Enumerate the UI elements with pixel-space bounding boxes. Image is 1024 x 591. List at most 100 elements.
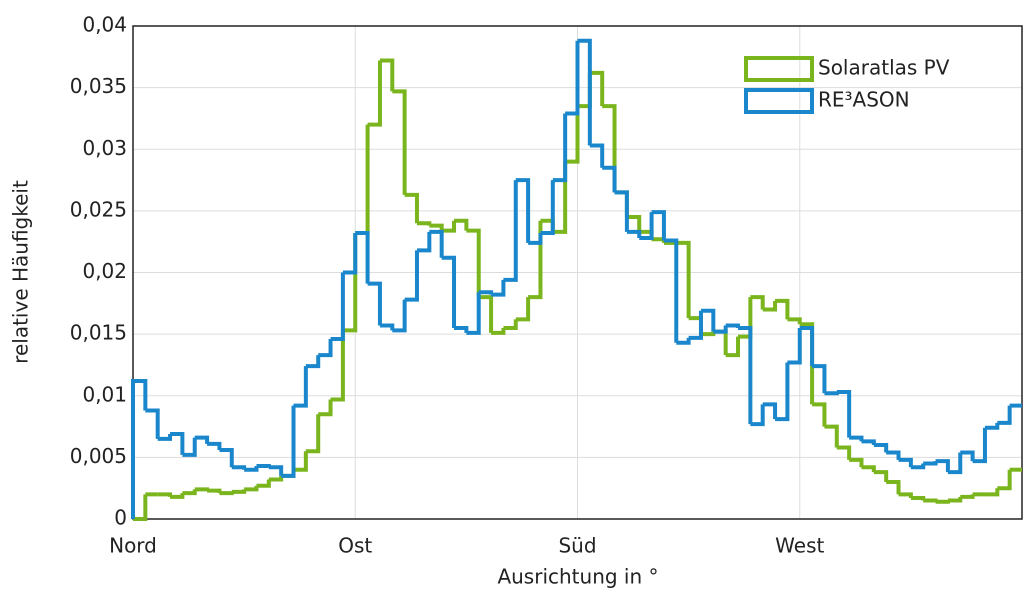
step-segment: [935, 459, 950, 473]
step-segment: [182, 489, 197, 496]
x-tick-label: Ost: [338, 534, 372, 558]
step-segment: [441, 255, 457, 328]
step-segment: [799, 325, 815, 367]
step-segment: [799, 322, 815, 405]
step-segment: [367, 60, 382, 127]
step-segment: [602, 104, 617, 193]
step-segment: [762, 300, 778, 312]
step-segment: [318, 339, 333, 358]
step-segment: [750, 404, 765, 427]
step-segment: [923, 498, 938, 503]
step-segment: [700, 331, 716, 337]
step-segment: [392, 299, 407, 333]
step-segment: [565, 40, 580, 116]
step-segment: [194, 487, 210, 492]
step-segment: [984, 488, 1000, 497]
y-axis-label: relative Häufigkeit: [9, 180, 33, 364]
step-segment: [330, 330, 345, 402]
step-segment: [157, 492, 173, 497]
step-segment: [873, 470, 889, 483]
y-tick-label: 0,025: [70, 197, 127, 221]
step-segment: [775, 298, 790, 320]
step-segment: [170, 431, 185, 455]
y-tick-label: 0,03: [82, 136, 127, 160]
step-segment: [379, 323, 395, 331]
step-segment: [947, 452, 963, 475]
step-segment: [231, 465, 247, 470]
step-segment: [861, 465, 876, 473]
x-tick-label: Nord: [109, 534, 157, 558]
step-segment: [725, 336, 741, 358]
step-segment: [478, 295, 494, 333]
step-segment: [540, 180, 555, 236]
step-segment: [626, 229, 642, 238]
step-segment: [713, 325, 728, 334]
step-segment: [219, 447, 234, 468]
step-segment: [787, 317, 802, 325]
step-segment: [972, 427, 987, 464]
step-segment: [466, 228, 481, 298]
step-segment: [133, 494, 148, 521]
step-segment: [404, 192, 419, 224]
step-segment: [305, 355, 321, 369]
step-segment: [145, 408, 160, 439]
step-segment: [392, 89, 407, 195]
step-segment: [663, 238, 679, 343]
step-segment: [355, 124, 370, 236]
step-segment: [515, 297, 531, 322]
step-segment: [824, 424, 839, 448]
step-segment: [515, 178, 531, 243]
step-segment: [812, 402, 827, 427]
y-tick-label: 0,005: [70, 444, 127, 468]
step-segment: [528, 233, 543, 245]
step-segment: [589, 143, 605, 168]
legend-swatch: [744, 56, 814, 82]
step-segment: [355, 231, 370, 284]
y-tick-label: 0,015: [70, 321, 127, 345]
step-segment: [738, 325, 753, 425]
y-tick-label: 0,035: [70, 74, 127, 98]
step-segment: [429, 229, 444, 258]
step-segment: [503, 319, 518, 330]
step-segment: [454, 218, 469, 231]
step-segment: [293, 451, 308, 472]
step-segment: [268, 465, 284, 476]
step-segment: [923, 461, 938, 466]
step-segment: [528, 220, 543, 300]
step-segment: [787, 327, 802, 365]
step-segment: [305, 414, 321, 454]
y-tick-label: 0,01: [82, 382, 127, 406]
step-segment: [849, 435, 864, 442]
step-segment: [676, 240, 691, 319]
step-segment: [466, 292, 481, 335]
step-segment: [898, 457, 913, 468]
step-segment: [997, 469, 1012, 491]
step-segment: [849, 457, 864, 468]
step-segment: [454, 325, 469, 333]
step-segment: [836, 445, 852, 460]
step-segment: [614, 190, 629, 232]
step-segment: [577, 38, 592, 146]
y-tick-label: 0: [114, 506, 127, 530]
step-segment: [910, 463, 926, 470]
step-segment: [997, 405, 1012, 425]
step-segment: [910, 496, 926, 501]
legend-label: Solaratlas PV: [818, 56, 950, 80]
step-segment: [256, 479, 271, 488]
step-segment: [330, 272, 345, 342]
step-segment: [244, 466, 259, 472]
step-segment: [824, 391, 839, 396]
step-segment: [565, 106, 580, 164]
step-segment: [416, 221, 432, 226]
step-segment: [639, 212, 654, 240]
step-segment: [404, 250, 419, 302]
step-segment: [256, 464, 271, 469]
legend-swatch: [744, 88, 814, 114]
y-tick-label: 0,04: [82, 13, 127, 37]
step-segment: [960, 450, 975, 462]
step-segment: [886, 480, 901, 495]
y-tick-label: 0,02: [82, 259, 127, 283]
step-segment: [268, 475, 284, 482]
step-segment: [318, 399, 333, 417]
